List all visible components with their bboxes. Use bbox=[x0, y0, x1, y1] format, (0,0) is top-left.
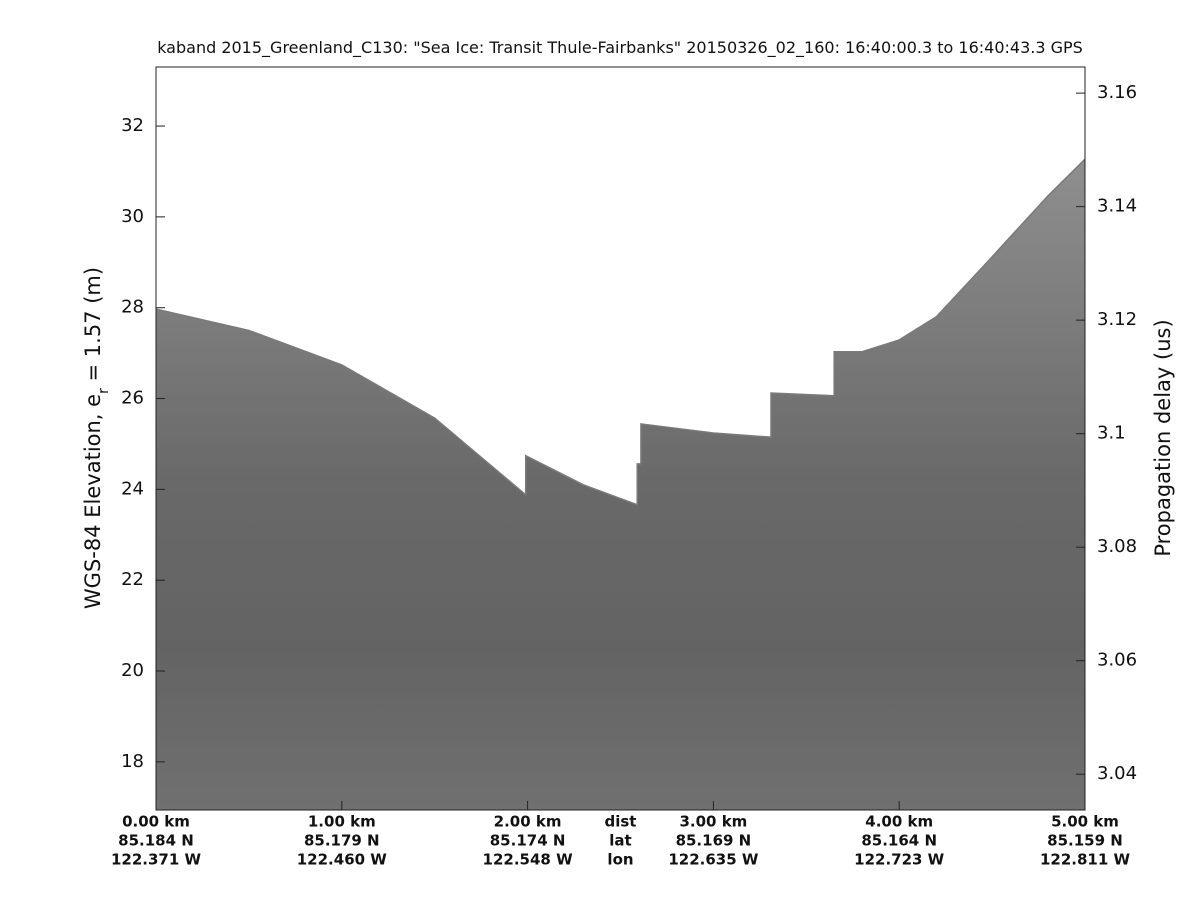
x-tick-label: 4.00 km bbox=[865, 813, 933, 831]
x-tick-label: 1.00 km bbox=[308, 813, 376, 831]
x-tick-lon: 122.371 W bbox=[111, 851, 202, 869]
y-label-rest: = 1.57 (m) bbox=[81, 267, 105, 388]
y2-tick-label: 3.14 bbox=[1097, 196, 1137, 217]
y2-tick-label: 3.12 bbox=[1097, 309, 1137, 330]
y-tick-label: 18 bbox=[121, 751, 144, 772]
y2-tick-label: 3.06 bbox=[1097, 650, 1137, 671]
y-label-main: WGS-84 Elevation, e bbox=[81, 394, 105, 609]
y-tick-label: 32 bbox=[121, 115, 144, 136]
x-tick-lat: 85.179 N bbox=[304, 832, 380, 850]
x-tick-label: 5.00 km bbox=[1051, 813, 1119, 831]
y-tick-label: 24 bbox=[121, 478, 144, 499]
echogram-fill bbox=[156, 159, 1085, 810]
y-axis-label: WGS-84 Elevation, er = 1.57 (m) bbox=[81, 267, 112, 609]
y-tick-label: 22 bbox=[121, 569, 144, 590]
x-tick-lat: 85.159 N bbox=[1047, 832, 1123, 850]
x-tick-lat: 85.174 N bbox=[490, 832, 566, 850]
x-tick-lon: 122.723 W bbox=[854, 851, 945, 869]
row-label: lat bbox=[609, 832, 631, 850]
x-tick-lon: 122.811 W bbox=[1040, 851, 1131, 869]
y-tick-label: 26 bbox=[121, 388, 144, 409]
x-tick-label: 2.00 km bbox=[494, 813, 562, 831]
x-tick-lon: 122.548 W bbox=[483, 851, 574, 869]
x-tick-lat: 85.169 N bbox=[676, 832, 752, 850]
y-tick-label: 28 bbox=[121, 297, 144, 318]
y2-axis-label: Propagation delay (us) bbox=[1151, 319, 1175, 556]
y2-tick-label: 3.1 bbox=[1097, 423, 1126, 444]
x-tick-lat: 85.184 N bbox=[118, 832, 194, 850]
echogram-tint bbox=[156, 159, 1085, 810]
y-tick-label: 30 bbox=[121, 206, 144, 227]
y-label-sub: r bbox=[96, 388, 112, 394]
x-tick-label: 0.00 km bbox=[122, 813, 190, 831]
y2-tick-label: 3.16 bbox=[1097, 82, 1137, 103]
row-label: lon bbox=[607, 851, 633, 869]
x-tick-lat: 85.164 N bbox=[861, 832, 937, 850]
surface-line bbox=[155, 158, 1086, 506]
x-tick-lon: 122.460 W bbox=[297, 851, 388, 869]
chart-title: kaband 2015_Greenland_C130: "Sea Ice: Tr… bbox=[157, 38, 1083, 58]
plot-frame bbox=[155, 66, 1086, 811]
y2-tick-label: 3.04 bbox=[1097, 763, 1137, 784]
y2-tick-label: 3.08 bbox=[1097, 536, 1137, 557]
x-tick-lon: 122.635 W bbox=[668, 851, 759, 869]
x-tick-label: 3.00 km bbox=[679, 813, 747, 831]
y-tick-label: 20 bbox=[121, 660, 144, 681]
row-label: dist bbox=[605, 813, 637, 831]
